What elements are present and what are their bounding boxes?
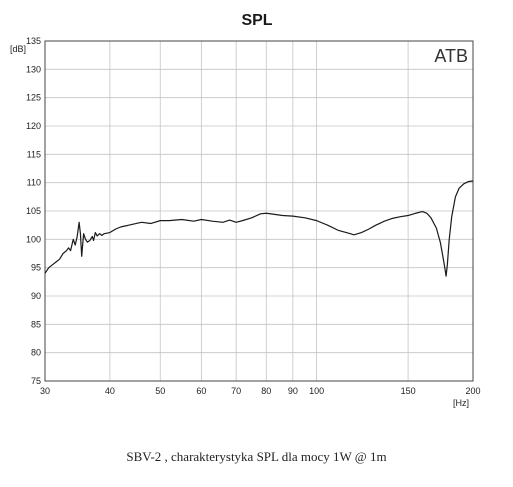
y-tick-label: 120 — [26, 121, 41, 131]
chart-grid — [44, 40, 474, 382]
plot-frame — [44, 40, 474, 382]
y-tick-label: 125 — [26, 93, 41, 103]
x-tick-label: 40 — [105, 386, 115, 396]
x-axis-ticks: 30 40 50 60 70 80 90 100 150 200 — [40, 386, 481, 396]
x-tick-label: 30 — [40, 386, 50, 396]
x-tick-label: 60 — [196, 386, 206, 396]
y-tick-label: 75 — [31, 376, 41, 386]
x-tick-label: 150 — [401, 386, 416, 396]
x-tick-label: 90 — [288, 386, 298, 396]
y-axis-ticks: 75 80 85 90 95 100 105 110 115 120 125 130 135 — [26, 36, 41, 386]
x-tick-label: 50 — [155, 386, 165, 396]
y-tick-label: 105 — [26, 206, 41, 216]
y-tick-label: 90 — [31, 291, 41, 301]
x-tick-label: 80 — [261, 386, 271, 396]
y-tick-label: 95 — [31, 263, 41, 273]
atb-watermark: ATB — [434, 46, 468, 66]
x-tick-label: 100 — [309, 386, 324, 396]
y-axis-label: [dB] — [10, 44, 26, 54]
x-tick-label: 70 — [231, 386, 241, 396]
y-tick-label: 85 — [31, 319, 41, 329]
chart-title: SPL — [241, 12, 272, 29]
figure-caption: SBV-2 , charakterystyka SPL dla mocy 1W … — [126, 449, 387, 464]
y-tick-label: 130 — [26, 64, 41, 74]
x-tick-label: 200 — [465, 386, 480, 396]
y-tick-label: 115 — [27, 149, 41, 159]
y-tick-label: 80 — [31, 348, 41, 358]
x-axis-label: [Hz] — [453, 398, 469, 408]
spl-series-line — [44, 180, 474, 277]
y-tick-label: 100 — [26, 234, 41, 244]
y-tick-label: 135 — [26, 36, 41, 46]
y-tick-label: 110 — [27, 178, 41, 188]
